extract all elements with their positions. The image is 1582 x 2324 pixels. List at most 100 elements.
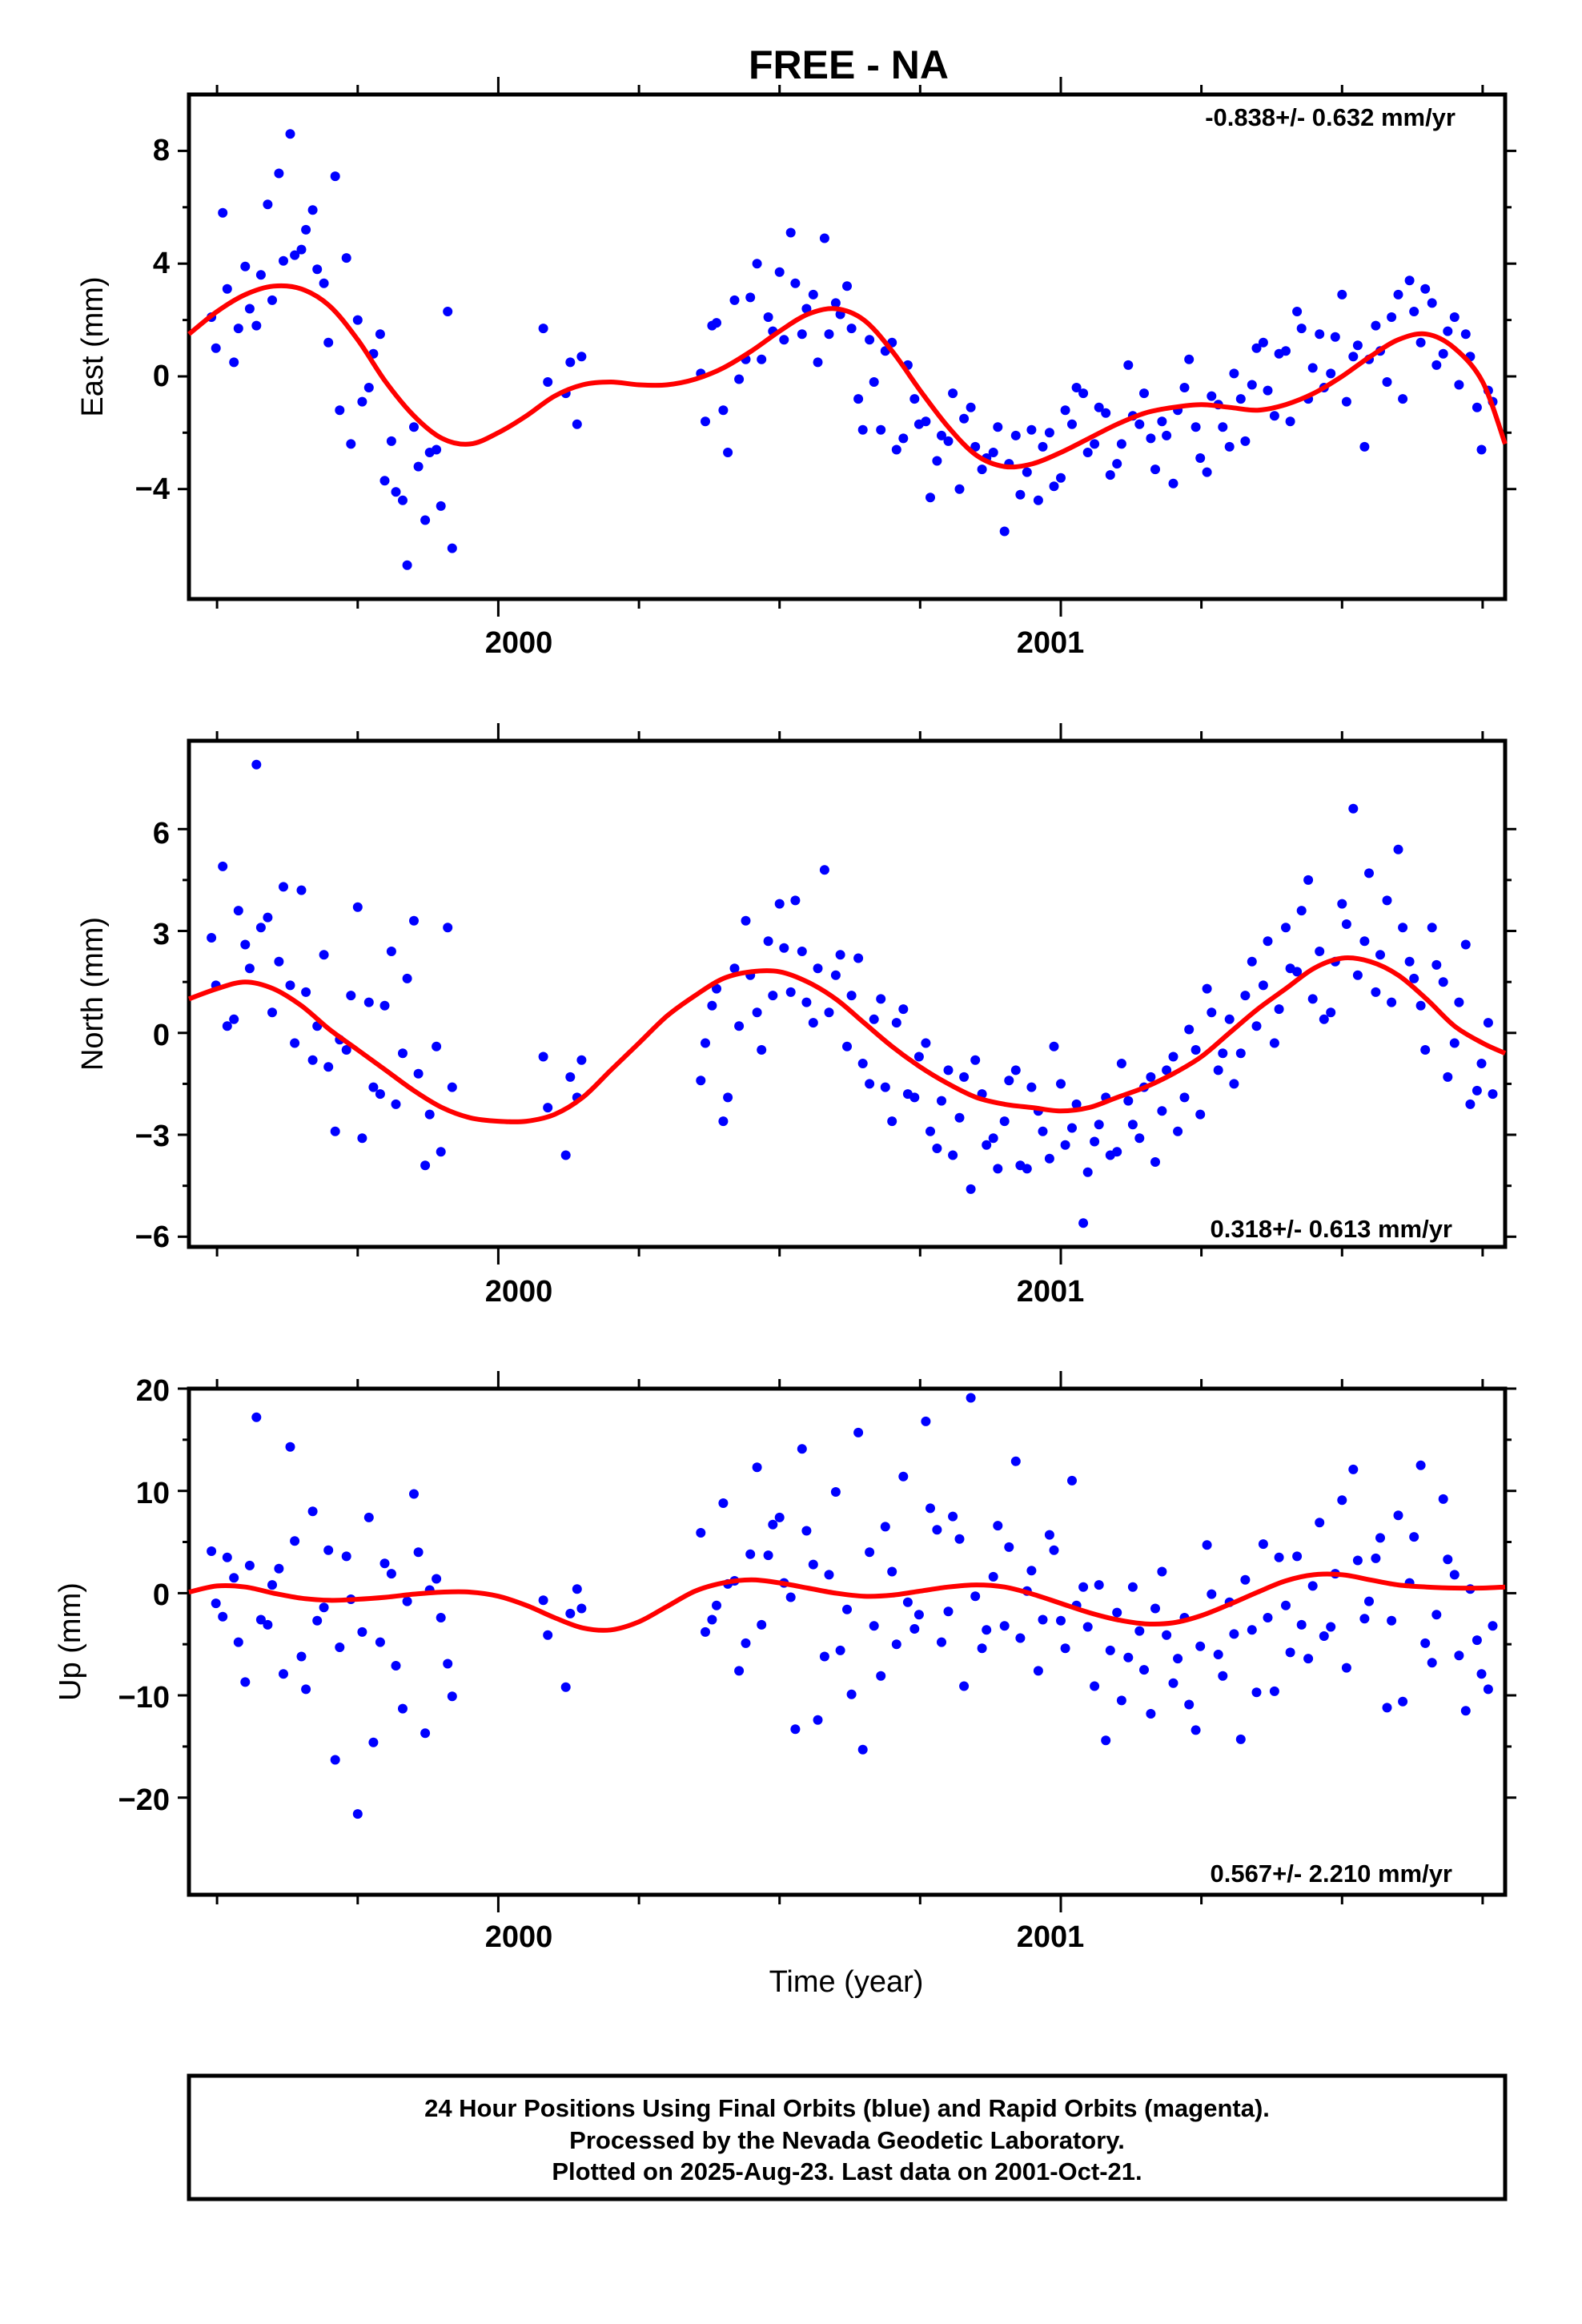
data-point [1101,1735,1111,1746]
data-point [977,1643,987,1654]
data-point [824,1570,834,1580]
data-point [420,1160,431,1171]
data-point [813,1715,823,1725]
data-point [1067,1123,1077,1133]
data-point [312,264,323,275]
data-point [436,501,446,511]
data-point [1359,936,1370,947]
data-point [712,983,721,994]
data-point [1483,1684,1493,1695]
data-point [1112,1607,1122,1618]
data-point [1393,289,1403,300]
data-point [1348,352,1359,362]
data-point [768,1519,778,1530]
data-point [959,1072,970,1082]
data-point [752,1007,762,1018]
data-point [1207,1589,1217,1599]
y-tick-label-north-minus6: −6 [135,1220,170,1254]
data-point [819,233,829,243]
data-point [1454,997,1464,1007]
data-point [696,1076,706,1086]
data-point [1438,348,1448,359]
data-point [1247,956,1257,967]
y-tick-label-up-10: 10 [136,1477,170,1510]
data-point [1179,383,1190,392]
data-point [932,456,942,466]
data-point [1067,419,1077,429]
data-point [857,1744,868,1755]
data-point [993,1164,1003,1174]
data-point [1460,939,1471,950]
data-point [1004,1542,1014,1552]
data-point [1319,1014,1329,1024]
data-point [543,1103,553,1113]
data-point [357,1626,367,1637]
data-point [970,441,981,452]
data-point [1326,1622,1336,1632]
data-point [808,1018,818,1028]
data-point [1415,1000,1426,1011]
data-point [913,1610,924,1620]
data-point [1134,1133,1145,1144]
data-point [1056,472,1066,483]
data-point [1173,1126,1183,1136]
data-point [301,987,311,997]
data-point [1307,1581,1318,1591]
data-point [926,493,935,503]
data-point [409,915,419,926]
data-point [926,1126,935,1136]
data-point [718,405,729,416]
data-point [330,1755,340,1765]
y-tick-label-north-6: 6 [153,817,170,850]
data-point [1285,416,1295,427]
data-point [1015,489,1026,500]
data-point [1033,495,1043,505]
data-point [1337,1495,1347,1506]
data-point [443,923,453,933]
data-point [768,991,778,1001]
data-point [943,1606,954,1617]
panel-up: 0.567+/- 2.210 mm/yr Up (mm) 2000 2001 2… [54,1371,1516,1954]
data-point [409,1489,419,1499]
data-point [1415,337,1426,348]
data-point [1168,478,1178,489]
data-point [909,1092,920,1103]
x-tick-label-2001-north: 2001 [1017,1275,1085,1309]
data-point [926,1503,935,1514]
data-point [323,1062,334,1072]
data-point [207,933,217,943]
data-point [1026,1566,1037,1576]
data-point [785,1592,796,1602]
data-point [432,1041,442,1051]
data-point [1207,1007,1217,1018]
data-point [1224,441,1235,452]
data-point [797,1444,807,1454]
data-point [398,495,408,505]
data-point [937,1096,946,1106]
data-point [902,1597,913,1607]
data-point [1393,844,1403,854]
data-point [1296,906,1307,916]
data-point [1162,430,1172,440]
data-point [1449,1570,1460,1580]
data-point [255,923,266,933]
rate-annotation-north: 0.318+/- 0.613 mm/yr [1211,1215,1452,1243]
data-point [218,207,228,218]
data-point [723,1092,733,1103]
data-point [1247,380,1257,390]
data-point [954,484,965,494]
data-point [1488,1089,1498,1100]
y-tick-label-up-minus20: −20 [118,1783,170,1817]
data-point [1049,1545,1059,1555]
data-point [379,476,390,486]
data-point [352,1809,363,1819]
plot-frame-east [187,92,1508,601]
data-point [352,902,363,912]
data-point [1127,1582,1138,1592]
data-point [1427,1658,1437,1668]
data-point [718,1498,729,1508]
data-point [819,1651,829,1662]
data-point [1404,275,1415,286]
data-point [1296,1619,1307,1630]
data-point [801,1526,812,1536]
